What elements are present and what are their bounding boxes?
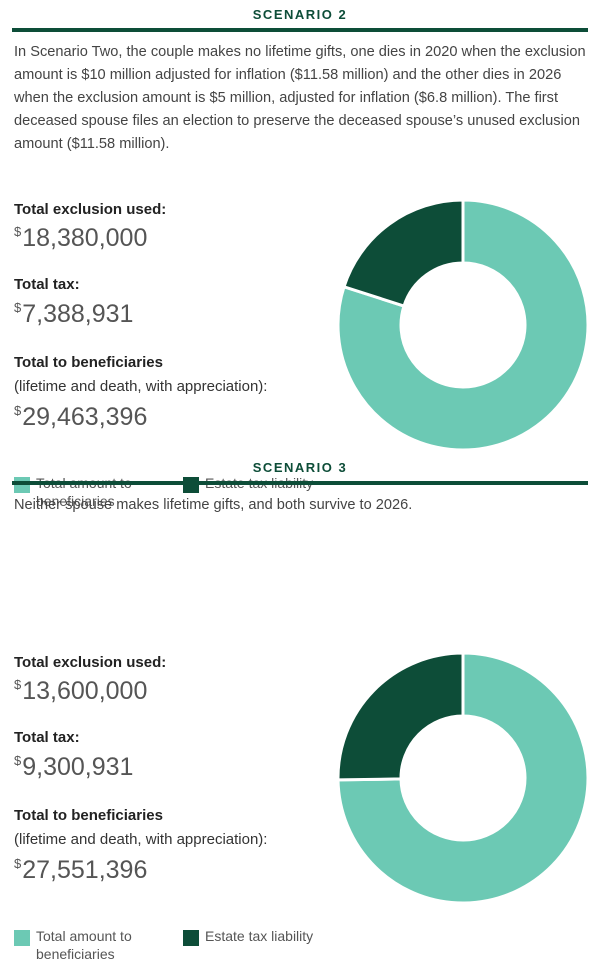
section-rule bbox=[12, 481, 588, 485]
description: Neither spouse makes lifetime gifts, and… bbox=[14, 497, 413, 513]
amount-value: 27,551,396 bbox=[22, 856, 148, 884]
donut-segment bbox=[336, 198, 590, 452]
donut-chart bbox=[336, 651, 590, 905]
stat-note: (lifetime and death, with appreciation): bbox=[14, 831, 268, 848]
section-title: SCENARIO 2 bbox=[252, 7, 348, 22]
donut-segment bbox=[336, 651, 465, 782]
section-rule bbox=[12, 28, 588, 32]
tax-amount: $7,388,931 bbox=[14, 300, 133, 329]
stat-label: Total to beneficiaries bbox=[14, 354, 163, 371]
stat-label: Total exclusion used: bbox=[14, 201, 167, 218]
amount-value: 13,600,000 bbox=[22, 677, 148, 705]
currency-symbol: $ bbox=[14, 300, 22, 315]
donut-segment bbox=[336, 651, 590, 905]
description: In Scenario Two, the couple makes no lif… bbox=[14, 44, 586, 152]
stat-label: Total to beneficiaries bbox=[14, 807, 163, 824]
amount-value: 18,380,000 bbox=[22, 224, 148, 252]
beneficiaries-amount: $29,463,396 bbox=[14, 403, 147, 432]
stat-note: (lifetime and death, with appreciation): bbox=[14, 378, 268, 395]
amount-value: 7,388,931 bbox=[22, 300, 134, 328]
currency-symbol: $ bbox=[14, 224, 22, 239]
currency-symbol: $ bbox=[14, 753, 22, 768]
legend-swatch bbox=[183, 930, 199, 946]
section-title: SCENARIO 3 bbox=[252, 460, 348, 475]
stat-label: Total exclusion used: bbox=[14, 654, 167, 671]
legend-swatch bbox=[14, 477, 30, 493]
currency-symbol: $ bbox=[14, 677, 22, 692]
beneficiaries-amount: $27,551,396 bbox=[14, 856, 147, 885]
stat-label: Total tax: bbox=[14, 276, 80, 293]
amount-value: 29,463,396 bbox=[22, 403, 148, 431]
currency-symbol: $ bbox=[14, 403, 22, 418]
tax-amount: $9,300,931 bbox=[14, 753, 133, 782]
donut-chart bbox=[336, 198, 590, 452]
amount-value: 9,300,931 bbox=[22, 753, 134, 781]
legend-swatch bbox=[14, 930, 30, 946]
exclusion-amount: $13,600,000 bbox=[14, 677, 147, 706]
legend-label: Estate tax liability bbox=[205, 928, 314, 944]
stat-label: Total tax: bbox=[14, 729, 80, 746]
legend-label: Total amount to beneficiaries bbox=[36, 928, 132, 962]
currency-symbol: $ bbox=[14, 856, 22, 871]
donut-segment bbox=[342, 198, 465, 308]
legend-swatch bbox=[183, 477, 199, 493]
exclusion-amount: $18,380,000 bbox=[14, 224, 147, 253]
